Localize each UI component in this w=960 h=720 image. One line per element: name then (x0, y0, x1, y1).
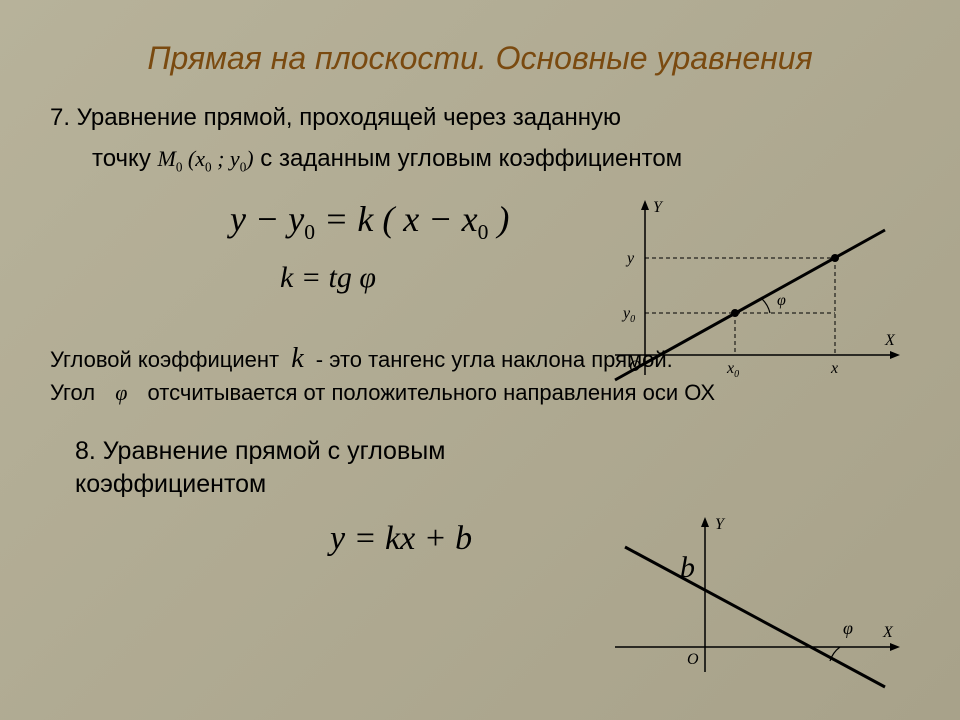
desc-line2a: Угол (50, 380, 101, 405)
section8-line1: 8. Уравнение прямой с угловым (75, 435, 910, 468)
x-label: x (830, 360, 838, 377)
diagram-point-slope: Y X O y y0 x0 x φ (605, 195, 905, 395)
section8-block: 8. Уравнение прямой с угловым коэффициен… (50, 435, 910, 500)
y0-label: y0 (621, 305, 635, 325)
phi-label-2: φ (843, 618, 853, 638)
section8-line2: коэффициентом (75, 468, 910, 501)
section7-line1: 7. Уравнение прямой, проходящей через за… (50, 102, 910, 133)
origin-label: O (629, 358, 641, 375)
slide-title: Прямая на плоскости. Основные уравнения (50, 40, 910, 77)
k-symbol: k (285, 343, 309, 374)
axis-x-label: X (884, 332, 896, 349)
origin-label-2: O (687, 651, 699, 668)
desc-line1a: Угловой коэффициент (50, 347, 285, 372)
diagram-slope-intercept: Y X O b φ (605, 512, 905, 692)
section7-line2: точку M0 (x0 ; y0) с заданным угловым ко… (50, 143, 910, 176)
x0-label: x0 (726, 360, 739, 380)
axis-y-label: Y (653, 199, 664, 216)
b-label: b (680, 551, 695, 584)
point-notation: M0 (x0 ; y0) (157, 146, 253, 171)
axis-x-label-2: X (882, 624, 894, 641)
axis-y-label-2: Y (715, 516, 726, 533)
phi-label: φ (777, 292, 786, 309)
section7-line2b: с заданным угловым коэффициентом (260, 145, 682, 172)
section7-line2a: точку (92, 145, 157, 172)
y-label: y (625, 250, 635, 267)
phi-symbol: φ (101, 380, 141, 405)
